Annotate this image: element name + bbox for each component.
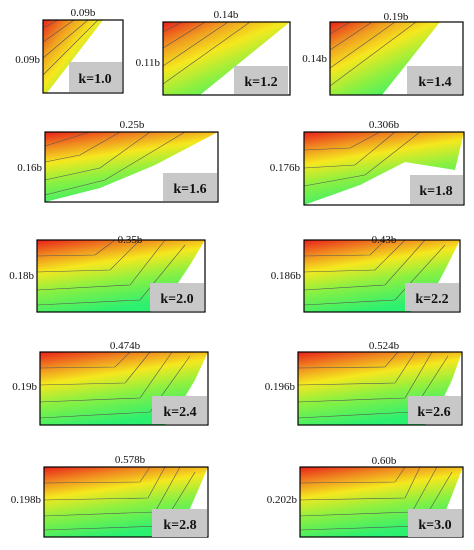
height-label: 0.186b (271, 270, 302, 282)
height-label: 0.18b (9, 270, 34, 282)
width-label: 0.19b (384, 11, 409, 23)
panel-k-2-0: k=2.0 0.35b 0.18b (9, 234, 206, 313)
height-label: 0.19b (12, 381, 37, 393)
k-label: k=3.0 (418, 518, 451, 533)
panel-k-1-2: k=1.2 0.14b 0.11b (136, 9, 291, 96)
width-label: 0.09b (71, 7, 96, 19)
k-label: k=1.6 (173, 182, 206, 197)
height-label: 0.196b (265, 381, 296, 393)
width-label: 0.25b (120, 119, 145, 131)
panel-k-2-8: k=2.8 0.578b 0.198b (11, 454, 209, 538)
panel-k-1-4: k=1.4 0.19b 0.14b (302, 11, 464, 96)
width-label: 0.60b (372, 455, 397, 467)
width-label: 0.306b (369, 119, 400, 131)
height-label: 0.14b (302, 53, 327, 65)
width-label: 0.14b (214, 9, 239, 21)
panel-k-1-8: k=1.8 0.306b 0.176b (270, 119, 465, 206)
k-label: k=1.2 (244, 75, 277, 90)
k-label: k=2.0 (160, 292, 193, 307)
width-label: 0.524b (369, 340, 400, 352)
height-label: 0.202b (267, 494, 298, 506)
k-label: k=1.8 (419, 184, 452, 199)
width-label: 0.43b (372, 234, 397, 246)
height-label: 0.198b (11, 494, 42, 506)
panel-k-2-4: k=2.4 0.474b 0.19b (12, 340, 209, 426)
panel-k-3-0: k=3.0 0.60b 0.202b (267, 455, 464, 538)
panel-k-1-0: k=1.0 0.09b 0.09b (15, 7, 124, 94)
height-label: 0.09b (15, 54, 40, 66)
k-label: k=1.4 (418, 75, 451, 90)
panel-k-1-6: k=1.6 0.25b 0.16b (17, 119, 219, 203)
height-label: 0.176b (270, 162, 301, 174)
k-label: k=2.8 (163, 518, 196, 533)
panel-k-2-2: k=2.2 0.43b 0.186b (271, 234, 461, 313)
height-label: 0.16b (17, 162, 42, 174)
panel-k-2-6: k=2.6 0.524b 0.196b (265, 340, 463, 426)
width-label: 0.578b (115, 454, 146, 466)
width-label: 0.35b (118, 234, 143, 246)
k-label: k=1.0 (78, 72, 111, 87)
width-label: 0.474b (110, 340, 141, 352)
height-label: 0.11b (136, 57, 161, 69)
k-label: k=2.4 (163, 405, 196, 420)
k-label: k=2.2 (415, 292, 448, 307)
k-label: k=2.6 (417, 405, 450, 420)
